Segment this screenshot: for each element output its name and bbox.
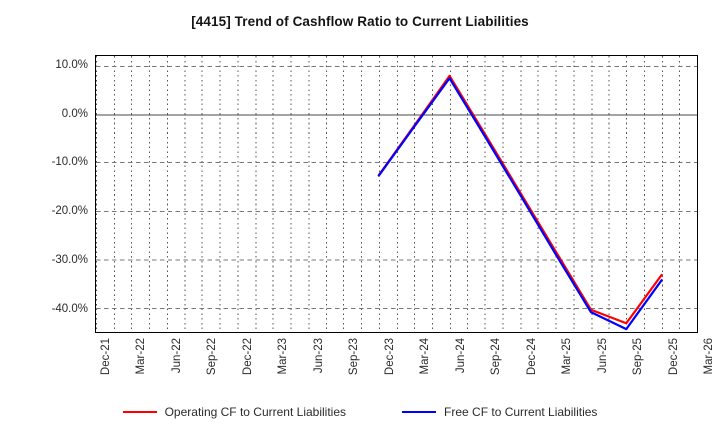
x-tick-label: Jun-23: [312, 338, 325, 374]
y-tick-label: -30.0%: [51, 253, 88, 266]
x-tick-label: Dec-23: [383, 338, 396, 376]
x-tick-label: Mar-25: [561, 338, 574, 375]
y-tick-label: -20.0%: [51, 205, 88, 218]
x-tick-label: Dec-24: [525, 338, 538, 376]
legend-item[interactable]: Operating CF to Current Liabilities: [122, 405, 347, 419]
legend-label: Operating CF to Current Liabilities: [164, 405, 347, 419]
x-tick-label: Mar-22: [135, 338, 148, 375]
legend-label: Free CF to Current Liabilities: [444, 405, 598, 419]
x-tick-label: Sep-25: [632, 338, 645, 376]
x-tick-label: Sep-24: [490, 338, 503, 376]
series-line: [377, 74, 663, 325]
x-tick-label: Dec-25: [667, 338, 680, 376]
y-axis: 10.0% 0.0% -10.0% -20.0% -30.0% -40.0%: [22, 55, 88, 333]
x-tick-label: Dec-21: [100, 338, 112, 376]
x-tick-label: Mar-24: [419, 338, 432, 375]
x-tick-label: Mar-23: [277, 338, 290, 375]
legend-color-swatch: [402, 411, 437, 413]
x-tick-label: Sep-22: [206, 338, 219, 376]
legend-item[interactable]: Free CF to Current Liabilities: [402, 405, 597, 419]
y-tick-label: 10.0%: [55, 58, 88, 71]
chart-legend: Operating CF to Current Liabilities Free …: [0, 405, 720, 419]
plot-area: [95, 55, 698, 333]
x-tick-label: Jun-24: [454, 338, 467, 374]
y-tick-label: -40.0%: [51, 302, 88, 315]
x-tick-label: Jun-22: [170, 338, 183, 374]
chart-title: [4415] Trend of Cashflow Ratio to Curren…: [191, 14, 529, 29]
grid-lines: [96, 56, 697, 332]
data-series-layer: [377, 74, 663, 331]
series-line: [377, 77, 663, 331]
x-axis: Dec-21 Mar-22 Jun-22 Sep-22 Dec-22 Mar-23 Jun-…: [95, 338, 715, 398]
y-tick-label: 0.0%: [61, 107, 88, 120]
x-tick-label: Sep-23: [348, 338, 361, 376]
y-tick-label: -10.0%: [51, 156, 88, 169]
x-tick-label: Mar-26: [703, 338, 715, 375]
legend-color-swatch: [122, 411, 157, 413]
x-tick-label: Jun-25: [596, 338, 609, 374]
x-tick-label: Dec-22: [241, 338, 254, 376]
